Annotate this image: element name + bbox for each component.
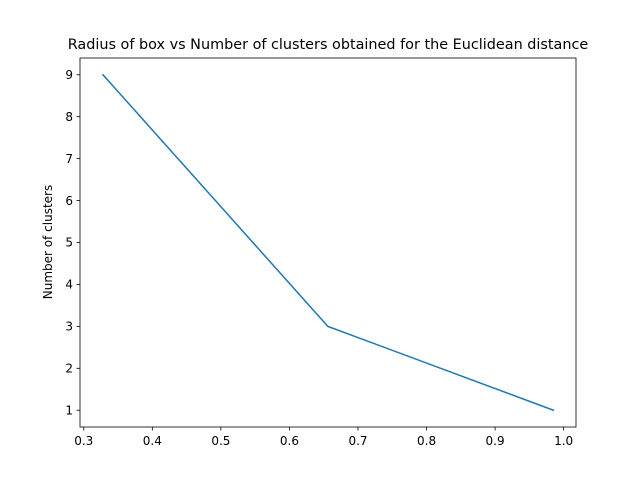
series-line-clusters xyxy=(101,73,555,412)
y-tick-label: 2 xyxy=(65,361,73,375)
y-tick-label: 8 xyxy=(65,110,73,124)
y-tick-label: 1 xyxy=(65,403,73,417)
y-axis-label: Number of clusters xyxy=(41,185,55,299)
x-tick-label: 0.7 xyxy=(348,434,367,448)
series-layer xyxy=(101,73,555,412)
x-tick-label: 0.4 xyxy=(143,434,162,448)
y-tick-label: 5 xyxy=(65,236,73,250)
x-tick-label: 0.6 xyxy=(280,434,299,448)
x-tick-label: 0.8 xyxy=(417,434,436,448)
y-tick-label: 9 xyxy=(65,68,73,82)
y-tick-label: 4 xyxy=(65,278,73,292)
plot-area-frame xyxy=(79,57,577,428)
y-axis-ticks: 1 2 3 4 5 6 7 8 9 xyxy=(65,68,80,417)
x-axis-ticks: 0.3 0.4 0.5 0.6 0.7 0.8 0.9 1.0 xyxy=(74,427,573,448)
chart-title: Radius of box vs Number of clusters obta… xyxy=(68,37,589,53)
x-tick-label: 0.3 xyxy=(74,434,93,448)
y-tick-label: 7 xyxy=(65,152,73,166)
x-tick-label: 1.0 xyxy=(554,434,573,448)
y-tick-label: 6 xyxy=(65,194,73,208)
x-tick-label: 0.9 xyxy=(486,434,505,448)
x-tick-label: 0.5 xyxy=(211,434,230,448)
y-tick-label: 3 xyxy=(65,320,73,334)
